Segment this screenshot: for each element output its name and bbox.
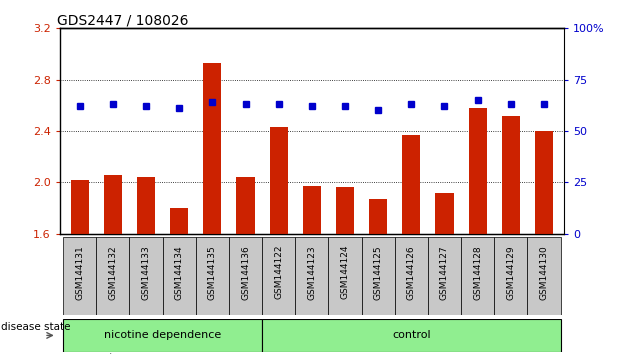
- Text: GSM144127: GSM144127: [440, 245, 449, 299]
- Bar: [428, 237, 461, 315]
- Bar: [262, 237, 295, 315]
- Text: GSM144125: GSM144125: [374, 245, 382, 299]
- Bar: [535, 131, 553, 234]
- Bar: [328, 237, 362, 315]
- Text: GSM144124: GSM144124: [340, 245, 350, 299]
- Bar: [63, 237, 96, 315]
- Text: GSM144129: GSM144129: [507, 245, 515, 299]
- Bar: [203, 63, 222, 234]
- Text: GSM144126: GSM144126: [407, 245, 416, 299]
- Bar: [501, 115, 520, 234]
- Bar: [262, 319, 561, 352]
- Bar: [494, 237, 527, 315]
- Bar: [63, 319, 262, 352]
- Bar: [461, 237, 494, 315]
- Text: GSM144133: GSM144133: [142, 245, 151, 299]
- Bar: [469, 108, 487, 234]
- Text: GSM144132: GSM144132: [108, 245, 117, 299]
- Bar: [196, 237, 229, 315]
- Bar: [369, 199, 387, 234]
- Text: ■: ■: [60, 351, 72, 354]
- Bar: [402, 135, 420, 234]
- Bar: [362, 237, 395, 315]
- Text: GSM144128: GSM144128: [473, 245, 482, 299]
- Bar: [71, 180, 89, 234]
- Text: GSM144130: GSM144130: [539, 245, 549, 299]
- Text: control: control: [392, 330, 431, 341]
- Text: GSM144134: GSM144134: [175, 245, 184, 299]
- Text: GSM144123: GSM144123: [307, 245, 316, 299]
- Bar: [96, 237, 130, 315]
- Bar: [229, 237, 262, 315]
- Bar: [170, 208, 188, 234]
- Text: GDS2447 / 108026: GDS2447 / 108026: [57, 13, 189, 27]
- Bar: [303, 186, 321, 234]
- Bar: [527, 237, 561, 315]
- Bar: [236, 177, 255, 234]
- Bar: [163, 237, 196, 315]
- Bar: [137, 177, 155, 234]
- Text: nicotine dependence: nicotine dependence: [104, 330, 221, 341]
- Text: count: count: [82, 353, 113, 354]
- Bar: [435, 193, 454, 234]
- Bar: [104, 175, 122, 234]
- Text: disease state: disease state: [1, 321, 71, 332]
- Bar: [270, 127, 288, 234]
- Bar: [395, 237, 428, 315]
- Bar: [295, 237, 328, 315]
- Text: GSM144131: GSM144131: [75, 245, 84, 299]
- Text: GSM144122: GSM144122: [274, 245, 284, 299]
- Bar: [336, 187, 354, 234]
- Text: GSM144136: GSM144136: [241, 245, 250, 299]
- Bar: [130, 237, 163, 315]
- Text: GSM144135: GSM144135: [208, 245, 217, 299]
